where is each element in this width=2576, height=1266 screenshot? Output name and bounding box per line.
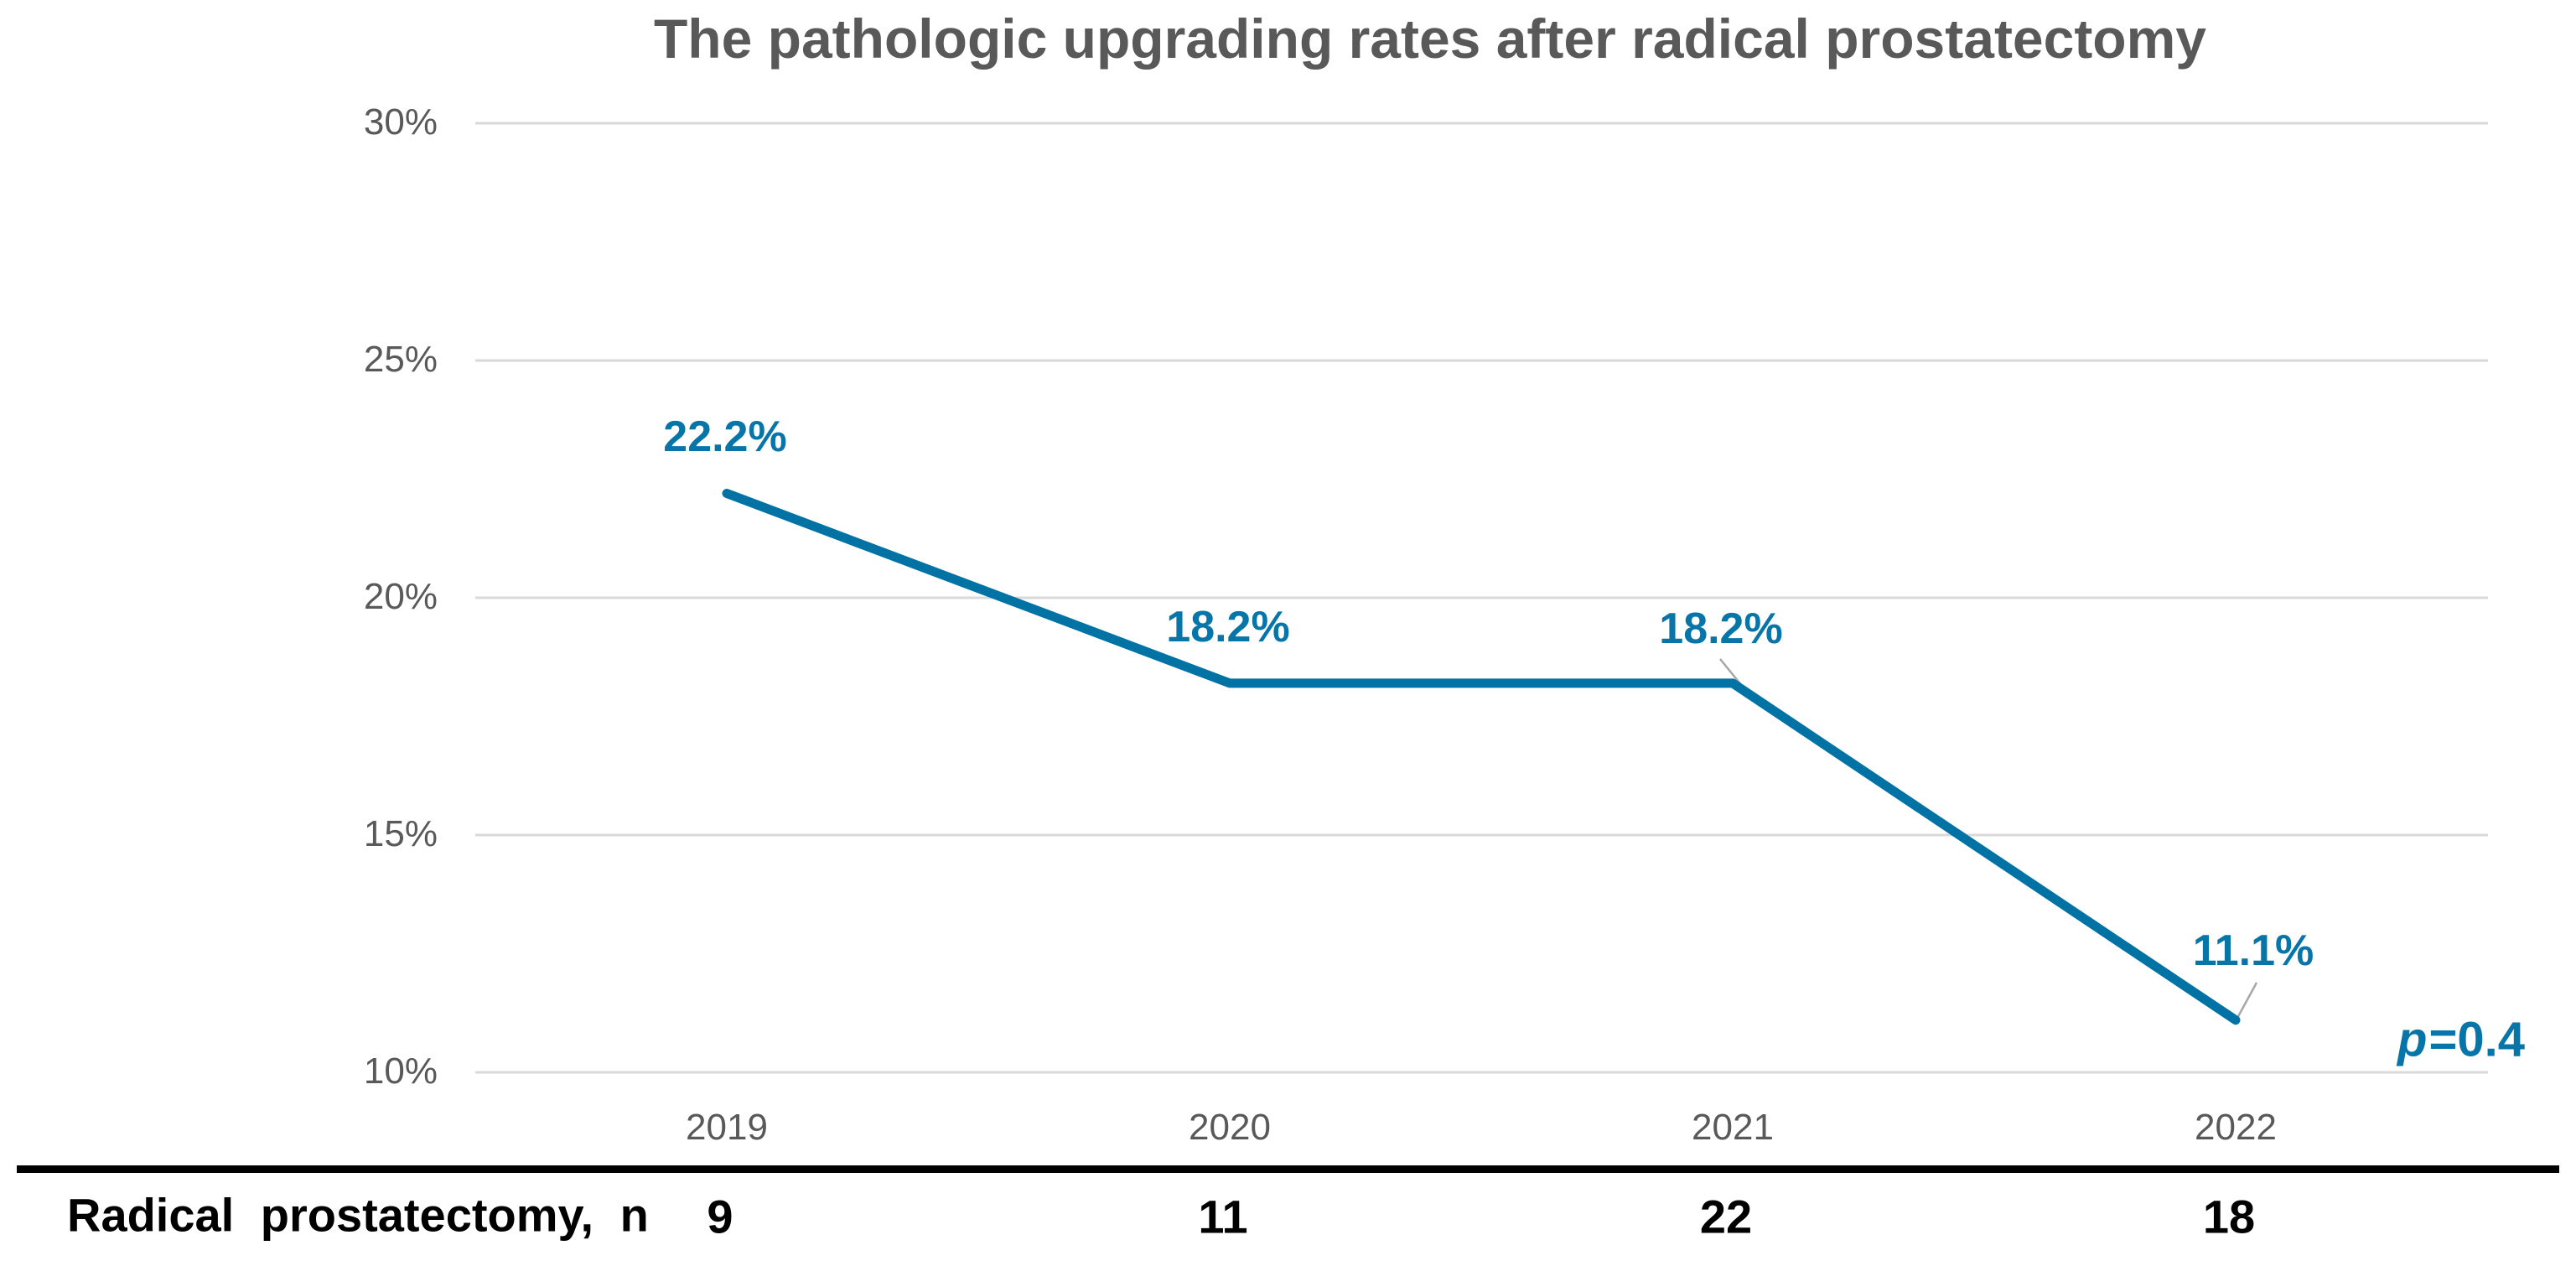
- x-axis-tick-label: 2022: [2195, 1107, 2277, 1148]
- p-value-text: =0.4: [2428, 1012, 2525, 1067]
- x-axis-tick-label: 2021: [1692, 1107, 1774, 1148]
- y-axis-tick-label: 30%: [363, 101, 438, 143]
- data-point-label: 18.2%: [1659, 604, 1783, 653]
- trend-line: [722, 488, 2241, 1025]
- table-value: 22: [1699, 1190, 1753, 1243]
- y-axis-tick-label: 15%: [363, 813, 438, 854]
- data-point-label: 22.2%: [663, 412, 787, 462]
- y-axis-tick-label: 20%: [363, 576, 438, 617]
- x-axis-tick-label: 2020: [1189, 1107, 1271, 1148]
- label-leader-line: [1719, 658, 1743, 687]
- table-value: 18: [2202, 1190, 2256, 1243]
- data-point-label: 11.1%: [2192, 926, 2314, 975]
- data-point-label: 18.2%: [1166, 602, 1290, 651]
- y-axis-tick-label: 25%: [363, 339, 438, 380]
- table-row-header: Radical prostatectomy, n: [67, 1188, 649, 1242]
- x-axis-tick-label: 2019: [686, 1107, 768, 1148]
- table-value: 11: [1198, 1190, 1248, 1243]
- p-value-annotation: p=0.4: [2397, 1012, 2525, 1068]
- label-leader-line: [2235, 982, 2258, 1020]
- chart-title: The pathologic upgrading rates after rad…: [653, 8, 2207, 70]
- p-symbol: p: [2397, 1012, 2428, 1067]
- table-top-border: [17, 1165, 2559, 1173]
- table-value: 9: [707, 1190, 733, 1243]
- y-axis-tick-label: 10%: [363, 1051, 438, 1092]
